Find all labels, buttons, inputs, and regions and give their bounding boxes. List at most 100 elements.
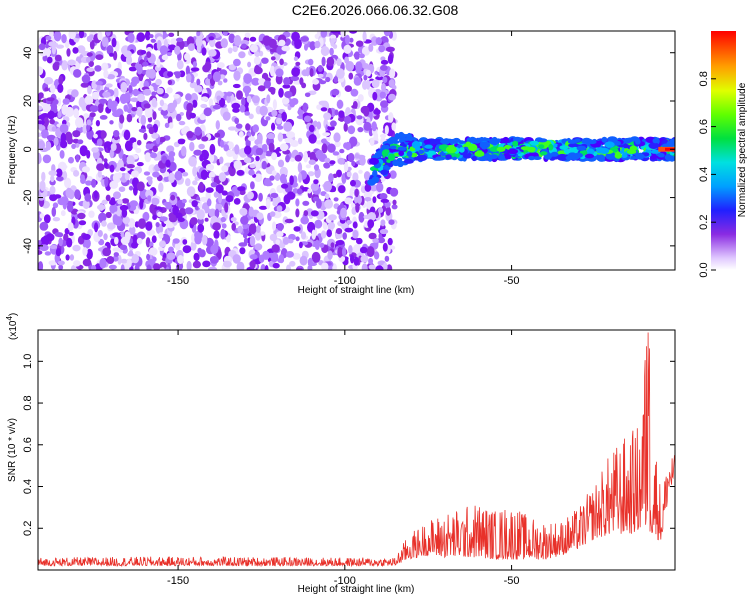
noise-blob: [151, 235, 157, 243]
noise-blob: [221, 223, 227, 229]
y-tick-label: -20: [22, 190, 34, 206]
noise-blob: [64, 177, 72, 189]
noise-blob: [119, 244, 128, 251]
noise-blob: [202, 260, 211, 268]
noise-blob: [277, 132, 284, 142]
signal-blob: [637, 153, 645, 159]
noise-blob: [136, 32, 146, 42]
signal-blob: [621, 153, 628, 158]
spectrogram-marks: [38, 31, 675, 270]
y-tick-label: 0.4: [22, 479, 34, 494]
noise-blob: [282, 84, 291, 89]
noise-blob: [55, 248, 62, 257]
noise-blob: [382, 262, 388, 270]
noise-blob: [221, 208, 226, 217]
noise-blob: [239, 207, 248, 216]
noise-blob: [265, 116, 271, 121]
noise-blob: [244, 111, 250, 116]
noise-blob: [58, 237, 63, 247]
noise-blob: [61, 60, 68, 71]
noise-blob: [268, 142, 275, 153]
noise-blob: [38, 250, 43, 255]
noise-blob: [302, 102, 308, 113]
noise-blob: [269, 175, 275, 181]
noise-blob: [384, 125, 389, 135]
noise-blob: [345, 141, 351, 151]
noise-blob: [174, 45, 181, 55]
noise-blob: [247, 61, 252, 68]
noise-blob: [335, 240, 345, 246]
noise-blob: [86, 52, 93, 57]
noise-blob: [234, 117, 240, 125]
noise-blob: [340, 31, 346, 38]
noise-blob: [379, 91, 386, 99]
noise-blob: [166, 87, 173, 94]
snr-multiplier: (x104): [5, 313, 19, 340]
noise-blob: [196, 209, 205, 220]
noise-blob: [243, 73, 253, 84]
noise-blob: [145, 221, 153, 231]
noise-blob: [227, 126, 237, 131]
signal-blob: [650, 149, 661, 154]
noise-blob: [352, 172, 359, 183]
noise-blob: [39, 221, 49, 231]
noise-blob: [356, 237, 363, 245]
noise-blob: [266, 132, 275, 140]
noise-blob: [139, 188, 148, 200]
y-tick-label: 40: [22, 47, 34, 59]
noise-blob: [333, 197, 339, 202]
colorbar: [711, 31, 736, 270]
snr-x-ticks: -150 -100 -50: [167, 330, 520, 587]
noise-blob: [68, 31, 76, 40]
noise-blob: [196, 78, 201, 87]
signal-blob: [371, 154, 379, 159]
noise-blob: [130, 97, 139, 103]
noise-blob: [54, 54, 62, 62]
noise-blob: [117, 254, 122, 265]
noise-blob: [326, 229, 333, 238]
noise-blob: [328, 173, 334, 183]
noise-blob: [207, 73, 213, 80]
noise-blob: [165, 159, 171, 168]
noise-blob: [159, 99, 165, 107]
noise-blob: [232, 45, 238, 53]
noise-blob: [223, 260, 232, 268]
noise-blob: [352, 229, 359, 239]
noise-blob: [49, 185, 56, 195]
noise-blob: [248, 206, 254, 217]
noise-blob: [192, 260, 201, 269]
noise-blob: [152, 171, 160, 178]
noise-blob: [38, 140, 46, 150]
signal-blob: [477, 156, 488, 162]
noise-blob: [276, 231, 284, 238]
noise-blob: [259, 105, 268, 117]
noise-blob: [346, 171, 352, 178]
noise-blob: [128, 84, 133, 94]
page-title: C2E6.2026.066.06.32.G08: [291, 2, 459, 18]
signal-blob: [594, 142, 602, 148]
noise-blob: [319, 242, 325, 248]
noise-blob: [128, 66, 137, 72]
noise-blob: [51, 206, 57, 217]
noise-blob: [325, 76, 331, 83]
x-tick-label: -50: [504, 275, 520, 287]
spectrogram-frame: [37, 30, 676, 271]
noise-blob: [147, 178, 153, 186]
signal-blob: [424, 144, 433, 149]
noise-blob: [38, 132, 42, 138]
spectrogram-x-ticks: -150 -100 -50: [167, 31, 520, 287]
noise-blob: [327, 265, 333, 270]
noise-blob: [203, 107, 212, 117]
noise-blob: [158, 136, 166, 143]
noise-blob: [381, 82, 386, 92]
noise-blob: [193, 149, 203, 156]
noise-blob: [194, 234, 202, 245]
noise-blob: [221, 190, 228, 196]
noise-blob: [204, 217, 209, 222]
signal-blob: [458, 140, 465, 145]
noise-blob: [330, 38, 337, 43]
noise-blob: [146, 51, 152, 58]
noise-blob: [95, 80, 103, 86]
noise-blob: [191, 200, 198, 208]
noise-blob: [38, 43, 46, 51]
